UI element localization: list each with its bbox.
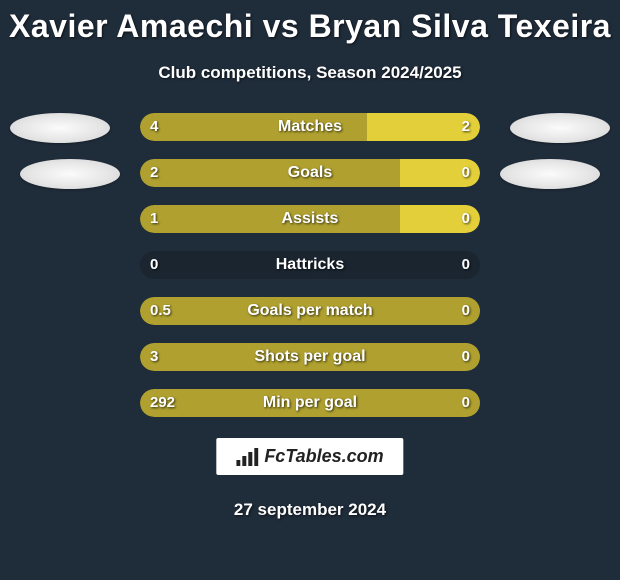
player1-bar [140,159,400,187]
player1-bar [140,343,480,371]
brand-text: FcTables.com [264,446,383,467]
stat-row: Hattricks00 [0,251,620,297]
stat-row: Shots per goal30 [0,343,620,389]
player1-bar [140,205,400,233]
footer-date: 27 september 2024 [0,500,620,520]
stat-row: Assists10 [0,205,620,251]
player2-bar [400,159,480,187]
stat-rows: Matches42Goals20Assists10Hattricks00Goal… [0,113,620,435]
player1-bar [140,389,480,417]
subtitle: Club competitions, Season 2024/2025 [0,63,620,83]
bar-track [140,113,480,141]
stat-row: Goals20 [0,159,620,205]
player2-bar [400,205,480,233]
stat-row: Min per goal2920 [0,389,620,435]
comparison-card: Xavier Amaechi vs Bryan Silva Texeira Cl… [0,0,620,580]
page-title: Xavier Amaechi vs Bryan Silva Texeira [0,8,620,45]
stat-row: Matches42 [0,113,620,159]
player1-bar [140,297,480,325]
player1-bar [140,113,367,141]
bar-track [140,251,480,279]
bar-track [140,297,480,325]
brand-badge: FcTables.com [216,438,403,475]
bar-chart-icon [236,448,258,466]
bar-track [140,159,480,187]
stats-area: Matches42Goals20Assists10Hattricks00Goal… [0,113,620,435]
bar-track [140,205,480,233]
bar-track [140,343,480,371]
stat-row: Goals per match0.50 [0,297,620,343]
bar-track [140,389,480,417]
player2-bar [367,113,480,141]
